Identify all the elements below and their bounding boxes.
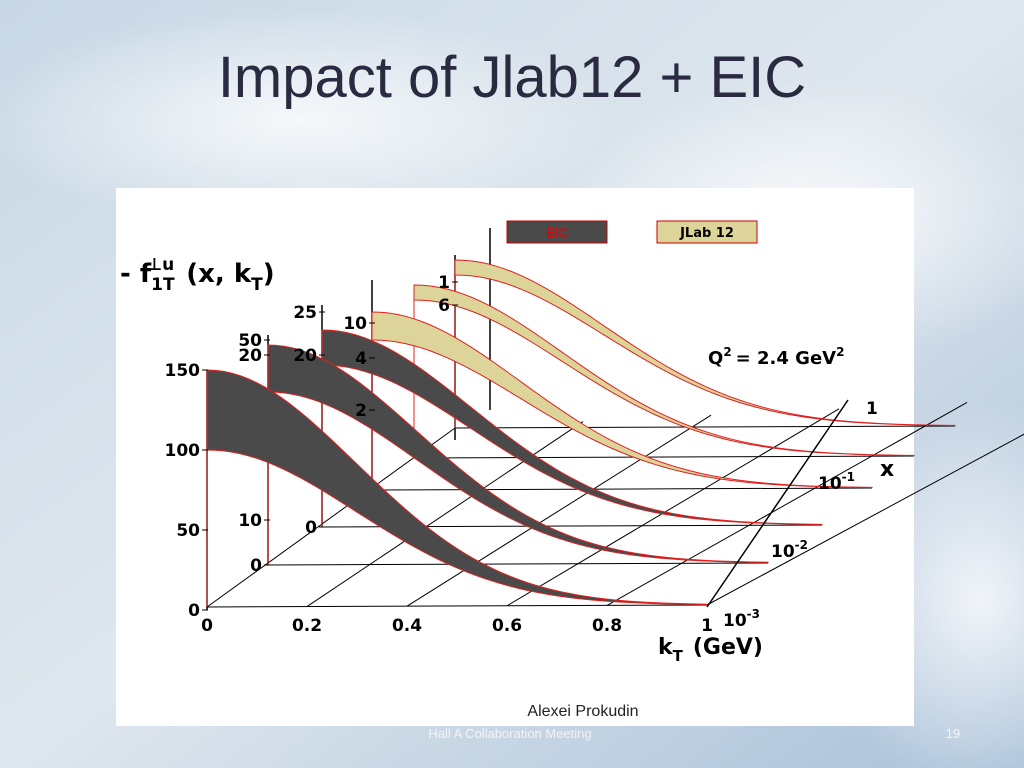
panel-tick-label: 0 (188, 601, 200, 621)
exponent: -2 (795, 538, 808, 552)
panel-tick-label: 1 (438, 273, 450, 293)
x-tick-label: 1 (866, 399, 878, 419)
superscript: ⊥u (147, 255, 175, 275)
x-tick-label: 10-2 (771, 538, 808, 562)
base: 1 (866, 399, 878, 419)
panel-tick-label: 20 (293, 346, 317, 366)
x-tick-label: 10-3 (723, 607, 760, 631)
band (206, 369, 708, 605)
kt-axis-label: kT (GeV) (658, 635, 763, 665)
subscript: 1T (151, 275, 175, 295)
exponent: -3 (747, 607, 760, 621)
band (267, 344, 769, 563)
base: 10 (723, 611, 747, 631)
band (413, 284, 915, 456)
superscript: 2 (723, 345, 731, 359)
kt-tick-label: 0.8 (592, 616, 622, 636)
floor-line (506, 408, 840, 607)
text: (x, k (186, 259, 252, 289)
floor-line (706, 433, 1024, 606)
annotation: Q2 = 2.4 GeV2 (708, 345, 844, 369)
legend-label: JLab 12 (679, 226, 734, 241)
panel-tick-label: 0 (305, 518, 317, 538)
kt-tick-label: 0.6 (492, 616, 522, 636)
panel-tick-label: 10 (343, 314, 367, 334)
panel-tick-label: 20 (238, 346, 262, 366)
base: 10 (818, 474, 842, 494)
subscript: T (251, 275, 263, 295)
floor-line (413, 455, 915, 459)
text: = 2.4 GeV (736, 348, 836, 369)
panel-tick-label: 50 (176, 521, 200, 541)
kt-tick-label: 1 (701, 616, 713, 636)
text: Q (708, 348, 723, 369)
x-axis (706, 399, 849, 608)
text: (GeV) (693, 635, 763, 660)
panel-tick-label: 25 (293, 303, 317, 323)
floor-line (406, 414, 712, 607)
panel-tick-label: 2 (355, 401, 367, 421)
y-axis-label: - f1T⊥u (x, kT) (120, 255, 275, 295)
kt-tick-label: 0.2 (292, 616, 322, 636)
text: ) (263, 259, 275, 289)
superscript: 2 (836, 345, 844, 359)
cloud (0, 10, 620, 230)
x-tick-label: 10-1 (818, 470, 855, 494)
panel-tick-label: 0 (250, 556, 262, 576)
credit: Alexei Prokudin (527, 703, 638, 720)
page-number: 19 (946, 726, 960, 741)
floor-line (306, 421, 584, 608)
kt-tick-label: 0 (201, 616, 213, 636)
panel-tick-label: 100 (165, 441, 201, 461)
panel-tick-label: 10 (238, 511, 262, 531)
kt-tick-label: 0.4 (392, 616, 422, 636)
floor-line (606, 401, 968, 606)
floor-line (454, 425, 956, 429)
legend-swatch (506, 220, 608, 244)
panel-tick-label: 50 (238, 331, 262, 351)
floor-line (267, 562, 769, 566)
legend-swatch (656, 220, 758, 244)
panel-tick-label: 150 (165, 361, 201, 381)
legend-label: EIC (546, 225, 568, 240)
band (454, 259, 956, 426)
slide-title: Impact of Jlab12 + EIC (218, 45, 806, 110)
floor-line (206, 604, 708, 608)
exponent: -1 (842, 470, 855, 484)
subscript: T (673, 647, 684, 665)
x-axis-label: x (880, 457, 894, 482)
text: k (658, 635, 674, 660)
band (371, 311, 873, 488)
panel-tick-label: 6 (438, 296, 450, 316)
base: 10 (771, 542, 795, 562)
panel-tick-label: 4 (355, 349, 367, 369)
text: - f (120, 259, 152, 289)
band (321, 329, 823, 525)
footer: Hall A Collaboration Meeting (428, 726, 591, 741)
